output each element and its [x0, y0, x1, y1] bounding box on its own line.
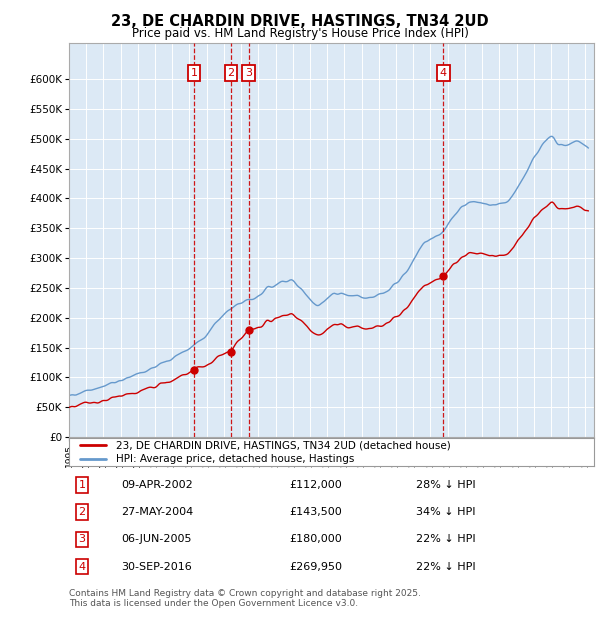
- Text: 4: 4: [440, 68, 447, 78]
- Text: £112,000: £112,000: [290, 480, 342, 490]
- Text: 06-JUN-2005: 06-JUN-2005: [121, 534, 192, 544]
- Text: £180,000: £180,000: [290, 534, 342, 544]
- Text: 3: 3: [79, 534, 86, 544]
- Text: HPI: Average price, detached house, Hastings: HPI: Average price, detached house, Hast…: [116, 454, 355, 464]
- Text: 2: 2: [227, 68, 235, 78]
- Text: 28% ↓ HPI: 28% ↓ HPI: [415, 480, 475, 490]
- Text: £143,500: £143,500: [290, 507, 342, 517]
- Text: 27-MAY-2004: 27-MAY-2004: [121, 507, 194, 517]
- Text: Price paid vs. HM Land Registry's House Price Index (HPI): Price paid vs. HM Land Registry's House …: [131, 27, 469, 40]
- Text: 4: 4: [79, 562, 86, 572]
- Text: £269,950: £269,950: [290, 562, 343, 572]
- Text: 22% ↓ HPI: 22% ↓ HPI: [415, 534, 475, 544]
- Text: 23, DE CHARDIN DRIVE, HASTINGS, TN34 2UD: 23, DE CHARDIN DRIVE, HASTINGS, TN34 2UD: [111, 14, 489, 29]
- Text: 3: 3: [245, 68, 252, 78]
- Text: 22% ↓ HPI: 22% ↓ HPI: [415, 562, 475, 572]
- Text: 09-APR-2002: 09-APR-2002: [121, 480, 193, 490]
- Text: Contains HM Land Registry data © Crown copyright and database right 2025.
This d: Contains HM Land Registry data © Crown c…: [69, 588, 421, 608]
- Text: 2: 2: [79, 507, 86, 517]
- Text: 1: 1: [191, 68, 197, 78]
- Text: 1: 1: [79, 480, 86, 490]
- Text: 23, DE CHARDIN DRIVE, HASTINGS, TN34 2UD (detached house): 23, DE CHARDIN DRIVE, HASTINGS, TN34 2UD…: [116, 440, 451, 450]
- Text: 30-SEP-2016: 30-SEP-2016: [121, 562, 192, 572]
- Text: 34% ↓ HPI: 34% ↓ HPI: [415, 507, 475, 517]
